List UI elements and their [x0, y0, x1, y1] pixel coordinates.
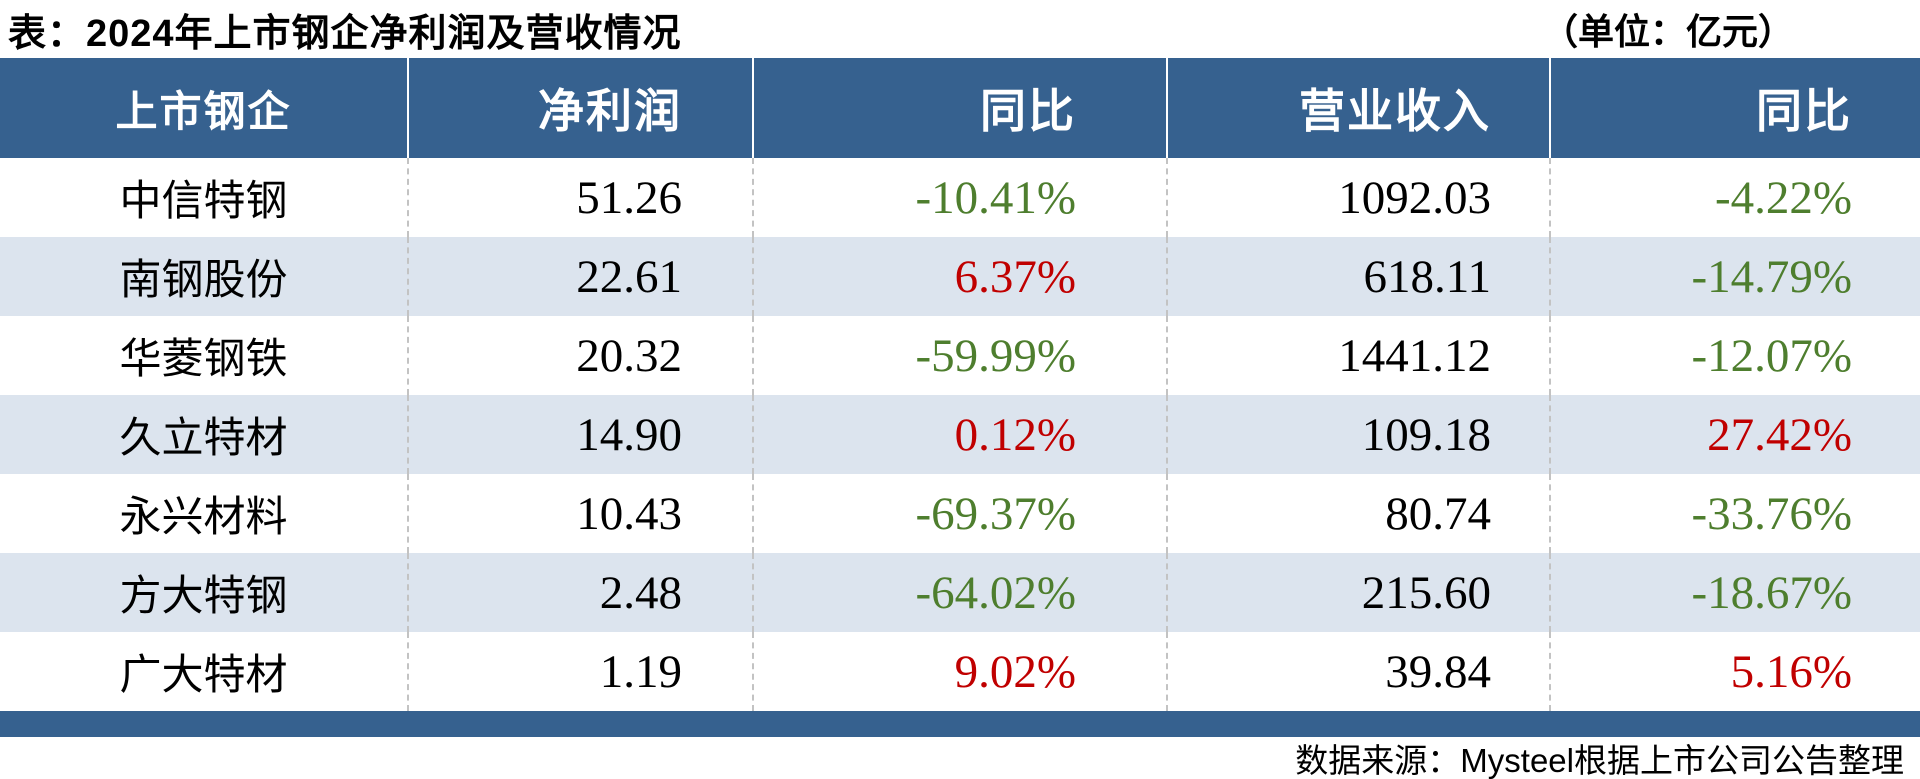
- table-row: 久立特材 14.90 0.12% 109.18 27.42%: [0, 395, 1920, 474]
- revenue-value: 215.60: [1166, 553, 1549, 632]
- revenue-yoy-value: -4.22%: [1549, 158, 1920, 237]
- revenue-value: 39.84: [1166, 632, 1549, 711]
- company-name: 方大特钢: [119, 572, 288, 619]
- column-header-revenue: 营业收入: [1166, 58, 1549, 158]
- unit-note: （单位：亿元）: [1541, 11, 1794, 52]
- steel-companies-table: 上市钢企 净利润 同比 营业收入 同比 中信特钢 51.26 -10.41% 1…: [0, 58, 1920, 737]
- company-name: 永兴材料: [119, 493, 288, 540]
- net-profit-value: 51.26: [407, 158, 752, 237]
- table-header-row: 上市钢企 净利润 同比 营业收入 同比: [0, 58, 1920, 158]
- net-profit-value: 22.61: [407, 237, 752, 316]
- revenue-yoy-value: 27.42%: [1549, 395, 1920, 474]
- company-name: 广大特材: [119, 651, 288, 698]
- revenue-value: 80.74: [1166, 474, 1549, 553]
- column-header-revenue-yoy: 同比: [1549, 58, 1920, 158]
- net-profit-yoy-value: 0.12%: [752, 395, 1166, 474]
- net-profit-yoy-value: 6.37%: [752, 237, 1166, 316]
- net-profit-yoy-value: -10.41%: [752, 158, 1166, 237]
- table-row: 永兴材料 10.43 -69.37% 80.74 -33.76%: [0, 474, 1920, 553]
- column-header-net-profit-yoy: 同比: [752, 58, 1166, 158]
- company-name: 中信特钢: [119, 177, 288, 224]
- company-name: 久立特材: [119, 414, 288, 461]
- net-profit-yoy-value: -64.02%: [752, 553, 1166, 632]
- title-bar: 表：2024年上市钢企净利润及营收情况 （单位：亿元）: [0, 0, 1920, 58]
- revenue-yoy-value: -14.79%: [1549, 237, 1920, 316]
- column-header-net-profit: 净利润: [407, 58, 752, 158]
- company-name: 华菱钢铁: [119, 335, 288, 382]
- net-profit-value: 2.48: [407, 553, 752, 632]
- net-profit-value: 14.90: [407, 395, 752, 474]
- table-row: 南钢股份 22.61 6.37% 618.11 -14.79%: [0, 237, 1920, 316]
- company-name: 南钢股份: [119, 256, 288, 303]
- table-row: 方大特钢 2.48 -64.02% 215.60 -18.67%: [0, 553, 1920, 632]
- data-source-note: 数据来源：Mysteel根据上市公司公告整理: [1295, 742, 1904, 779]
- revenue-yoy-value: 5.16%: [1549, 632, 1920, 711]
- table-row: 中信特钢 51.26 -10.41% 1092.03 -4.22%: [0, 158, 1920, 237]
- revenue-value: 1092.03: [1166, 158, 1549, 237]
- footer: 数据来源：Mysteel根据上市公司公告整理: [0, 737, 1920, 779]
- revenue-yoy-value: -12.07%: [1549, 316, 1920, 395]
- revenue-yoy-value: -18.67%: [1549, 553, 1920, 632]
- column-header-company: 上市钢企: [115, 87, 292, 135]
- net-profit-value: 20.32: [407, 316, 752, 395]
- table-row: 广大特材 1.19 9.02% 39.84 5.16%: [0, 632, 1920, 711]
- revenue-value: 618.11: [1166, 237, 1549, 316]
- table-row: 华菱钢铁 20.32 -59.99% 1441.12 -12.07%: [0, 316, 1920, 395]
- revenue-value: 1441.12: [1166, 316, 1549, 395]
- revenue-value: 109.18: [1166, 395, 1549, 474]
- page-title: 表：2024年上市钢企净利润及营收情况: [8, 12, 682, 55]
- net-profit-yoy-value: -69.37%: [752, 474, 1166, 553]
- net-profit-value: 10.43: [407, 474, 752, 553]
- net-profit-yoy-value: 9.02%: [752, 632, 1166, 711]
- net-profit-yoy-value: -59.99%: [752, 316, 1166, 395]
- table-bottom-border-bar: [0, 711, 1920, 737]
- revenue-yoy-value: -33.76%: [1549, 474, 1920, 553]
- net-profit-value: 1.19: [407, 632, 752, 711]
